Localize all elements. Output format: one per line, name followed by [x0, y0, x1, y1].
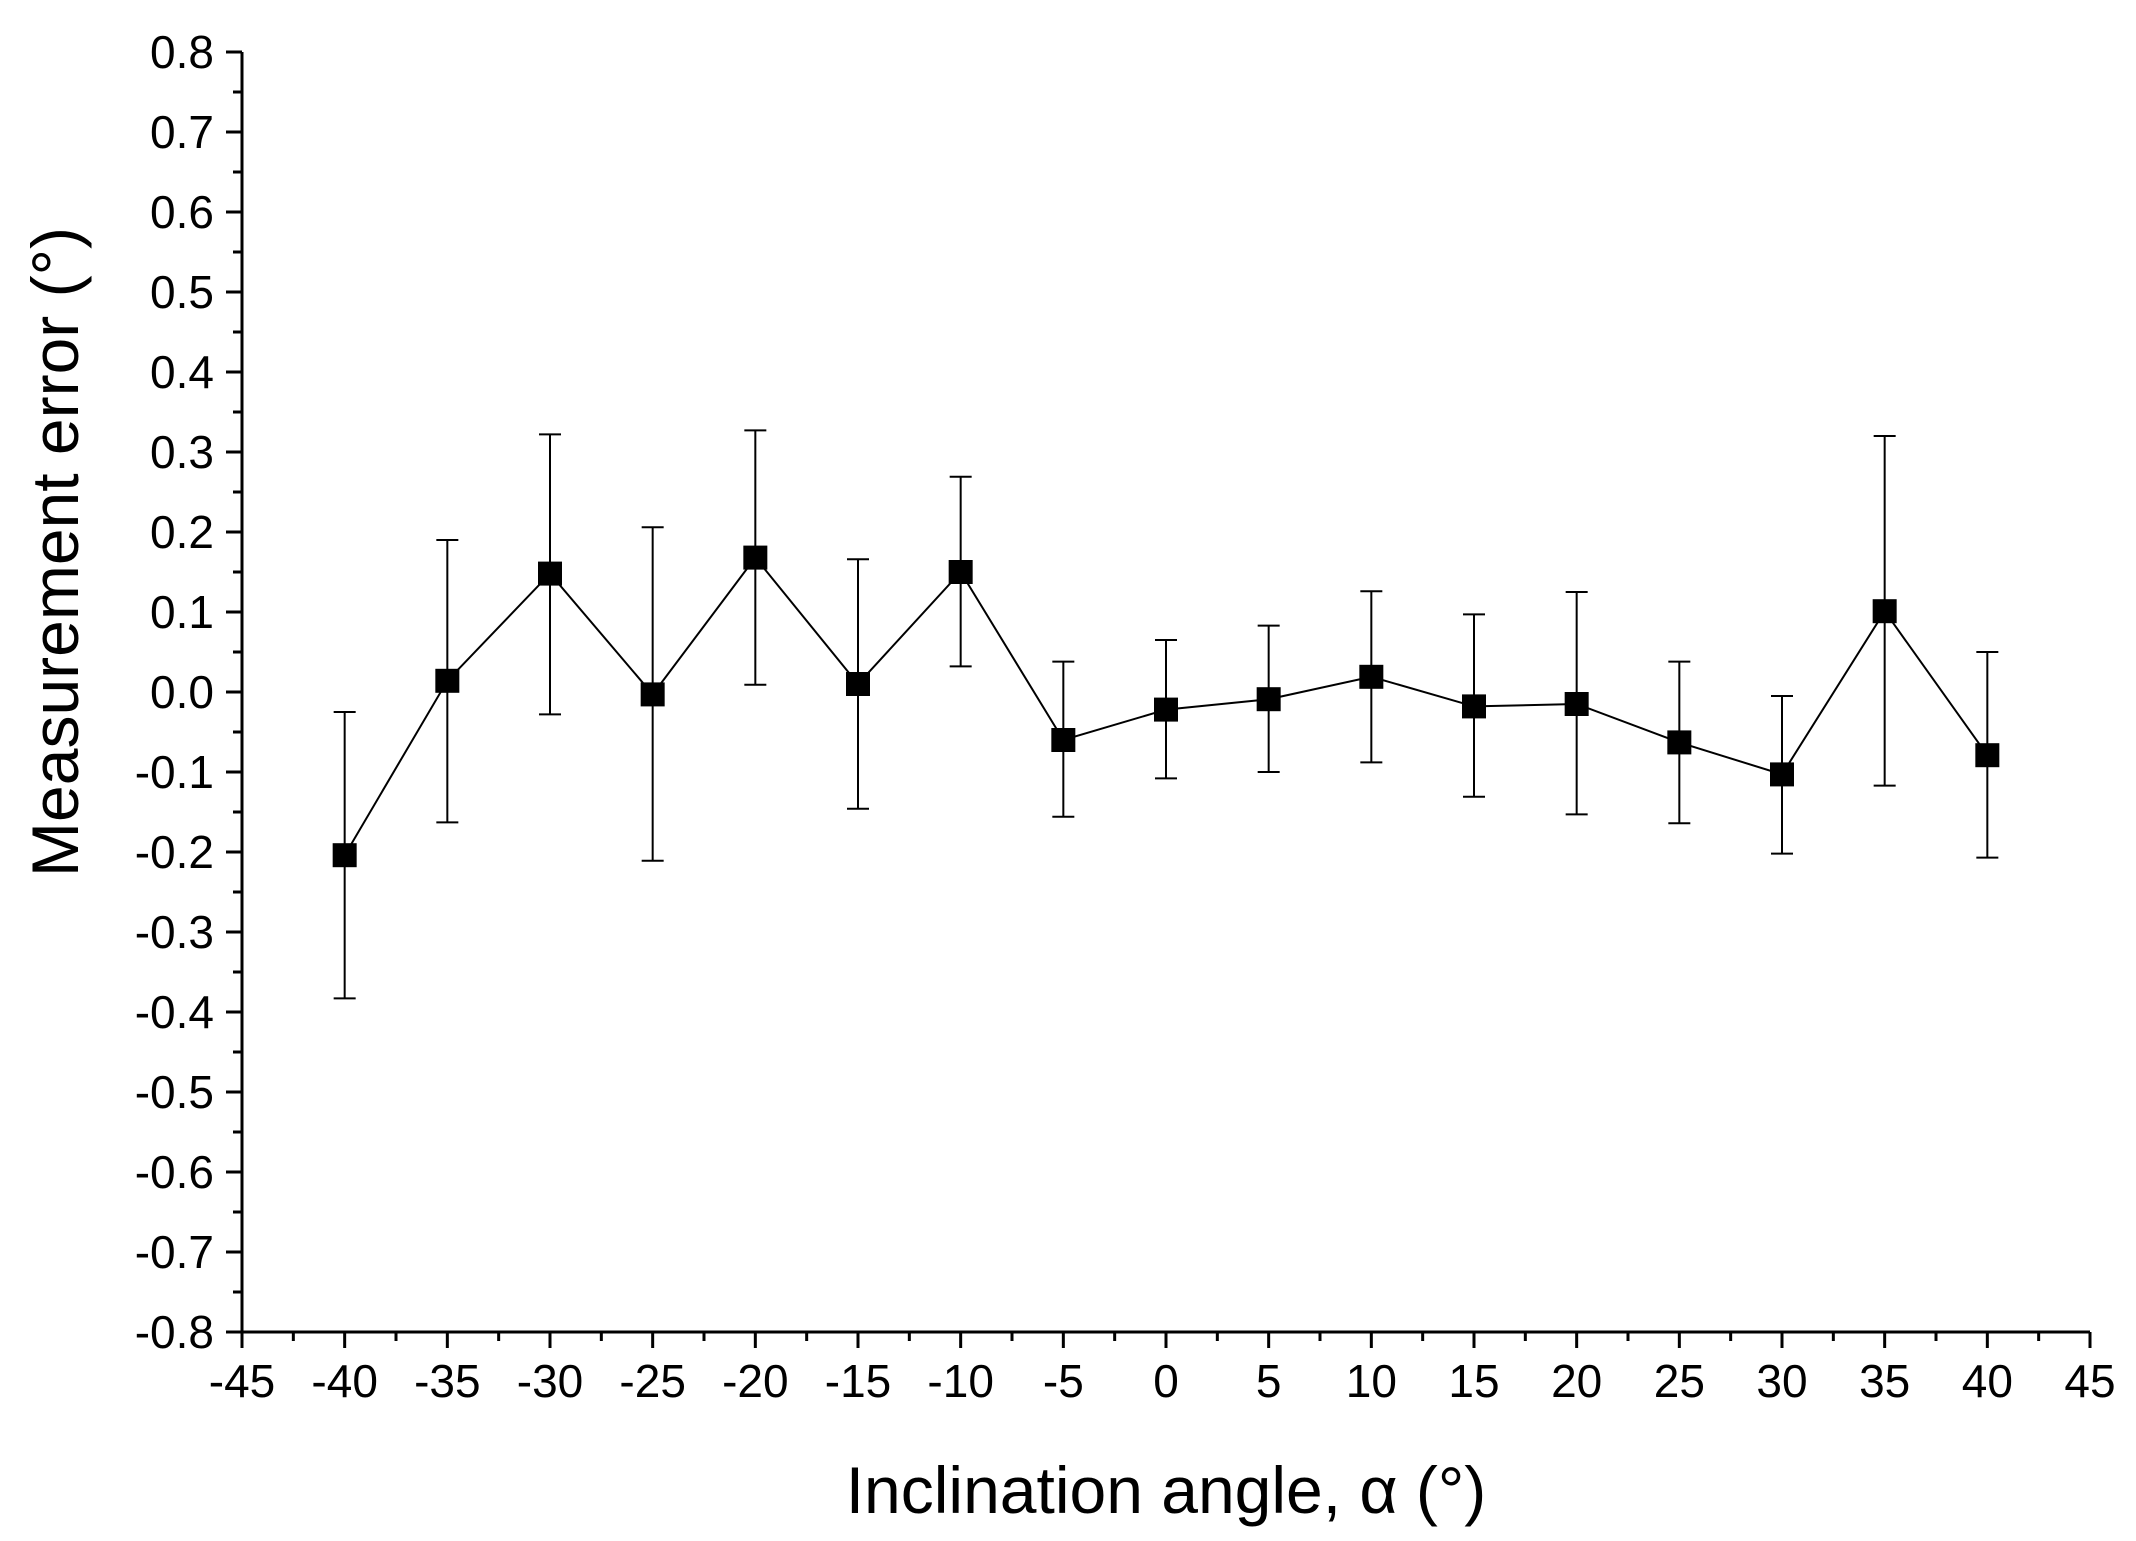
x-tick-label: -40: [311, 1355, 377, 1407]
x-axis-title: Inclination angle, α (°): [846, 1453, 1487, 1527]
data-point: [1975, 743, 2000, 768]
x-tick-label: 30: [1756, 1355, 1807, 1407]
data-point: [1462, 694, 1486, 719]
data-point: [1872, 599, 1897, 624]
data-point: [332, 843, 357, 868]
x-tick-label: -35: [414, 1355, 480, 1407]
data-point: [1051, 728, 1076, 752]
y-tick-label: -0.6: [135, 1146, 214, 1198]
x-tick-label: 15: [1448, 1355, 1499, 1407]
x-tick-label: 25: [1654, 1355, 1705, 1407]
x-tick-label: 45: [2064, 1355, 2115, 1407]
data-point: [1770, 762, 1794, 787]
y-tick-label: 0.8: [150, 26, 214, 78]
y-tick-label: -0.3: [135, 906, 214, 958]
data-point: [846, 672, 870, 696]
x-tick-label: 5: [1256, 1355, 1282, 1407]
y-tick-label: -0.8: [135, 1306, 214, 1358]
data-point: [1564, 692, 1589, 716]
x-tick-label: -20: [722, 1355, 788, 1407]
data-point: [948, 560, 973, 584]
x-tick-label: 35: [1859, 1355, 1910, 1407]
data-point: [1154, 697, 1178, 722]
data-point: [538, 561, 562, 586]
y-tick-label: -0.2: [135, 826, 214, 878]
y-tick-label: -0.4: [135, 986, 214, 1038]
x-tick-label: -25: [619, 1355, 685, 1407]
data-point: [1359, 664, 1384, 689]
data-point: [743, 545, 768, 570]
data-point: [1667, 730, 1692, 755]
data-point: [1256, 687, 1281, 712]
plot-area: 0.8 0.7 0.6 0.5 0.4 0.3 0.2 0.1 0.0 -0.1 -0.2 -0.3 -…: [135, 26, 2116, 1407]
x-tick-label: -15: [825, 1355, 891, 1407]
y-tick-label: 0.2: [150, 506, 214, 558]
x-tick-label: -5: [1043, 1355, 1084, 1407]
y-tick-label: 0.6: [150, 186, 214, 238]
x-tick-label: 0: [1153, 1355, 1179, 1407]
data-point: [640, 682, 665, 707]
y-tick-label: -0.1: [135, 746, 214, 798]
x-tick-label: 20: [1551, 1355, 1602, 1407]
data-point: [435, 668, 460, 693]
y-tick-label: 0.5: [150, 266, 214, 318]
x-tick-label: 40: [1962, 1355, 2013, 1407]
y-tick-label: 0.4: [150, 346, 214, 398]
y-tick-label: 0.3: [150, 426, 214, 478]
x-tick-label: -10: [927, 1355, 993, 1407]
y-tick-label: 0.7: [150, 106, 214, 158]
y-tick-label: 0.1: [150, 586, 214, 638]
y-tick-label: -0.5: [135, 1066, 214, 1118]
x-tick-label: -30: [517, 1355, 583, 1407]
y-tick-label: -0.7: [135, 1226, 214, 1278]
y-axis-title: Measurement error (°): [18, 227, 92, 877]
x-tick-label: -45: [209, 1355, 275, 1407]
y-tick-label: 0.0: [150, 666, 214, 718]
x-tick-label: 10: [1346, 1355, 1397, 1407]
